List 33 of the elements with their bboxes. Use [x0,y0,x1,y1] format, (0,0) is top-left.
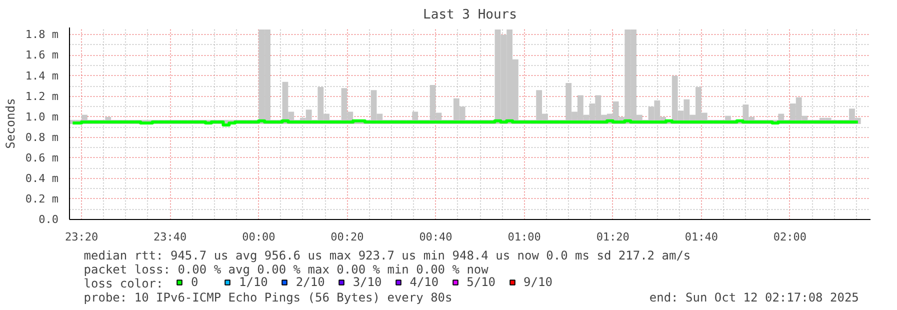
text: packet loss: 0.00 % avg 0.00 % max 0.00 % min 0.00 % now [84,262,490,276]
y-axis-title: Seconds [3,98,18,149]
y-tick-label: 0.6 m [25,151,59,164]
y-tick-label: 1.4 m [25,69,59,82]
legend-label: 2/10 [296,275,325,289]
legend-label: 4/10 [410,275,439,289]
x-tick-label: 01:00 [508,230,541,244]
legend-label: 5/10 [466,275,496,289]
x-tick-label: 02:00 [773,230,807,244]
y-tick-label: 0.0 [38,213,59,226]
legend-label: 1/10 [239,275,268,289]
legend-label: 0 [191,275,200,289]
y-tick-label: 0.4 m [25,172,59,185]
x-tick-label: 00:20 [330,230,364,244]
text: end: Sun Oct 12 02:17:08 2025 [649,290,859,304]
x-tick-label: 00:40 [419,230,452,244]
y-tick-label: 0.8 m [25,130,59,144]
chart-title: Last 3 Hours [423,8,517,22]
y-tick-label: 1.2 m [25,90,59,103]
legend-title: loss color: [84,276,164,290]
y-tick-label: 1.8 m [25,28,59,42]
text: probe: 10 IPv6-ICMP Echo Pings (56 Bytes) every 80s [84,290,452,304]
text: median rtt: 945.7 us avg 956.6 us max 923.7 us min 948.4 us now 0.0 ms sd 217.2 am/s [84,248,691,262]
x-tick-label: 01:40 [684,230,718,244]
y-tick-label: 1.0 m [25,110,59,124]
x-tick-label: 00:00 [242,230,276,244]
legend-label: 9/10 [524,275,552,289]
y-tick-label: 0.2 m [25,192,59,206]
legend-label: 3/10 [352,275,382,289]
x-tick-label: 23:20 [64,230,98,244]
x-tick-label: 01:20 [596,230,630,244]
y-tick-label: 1.6 m [25,48,59,62]
x-tick-label: 23:40 [154,230,187,244]
